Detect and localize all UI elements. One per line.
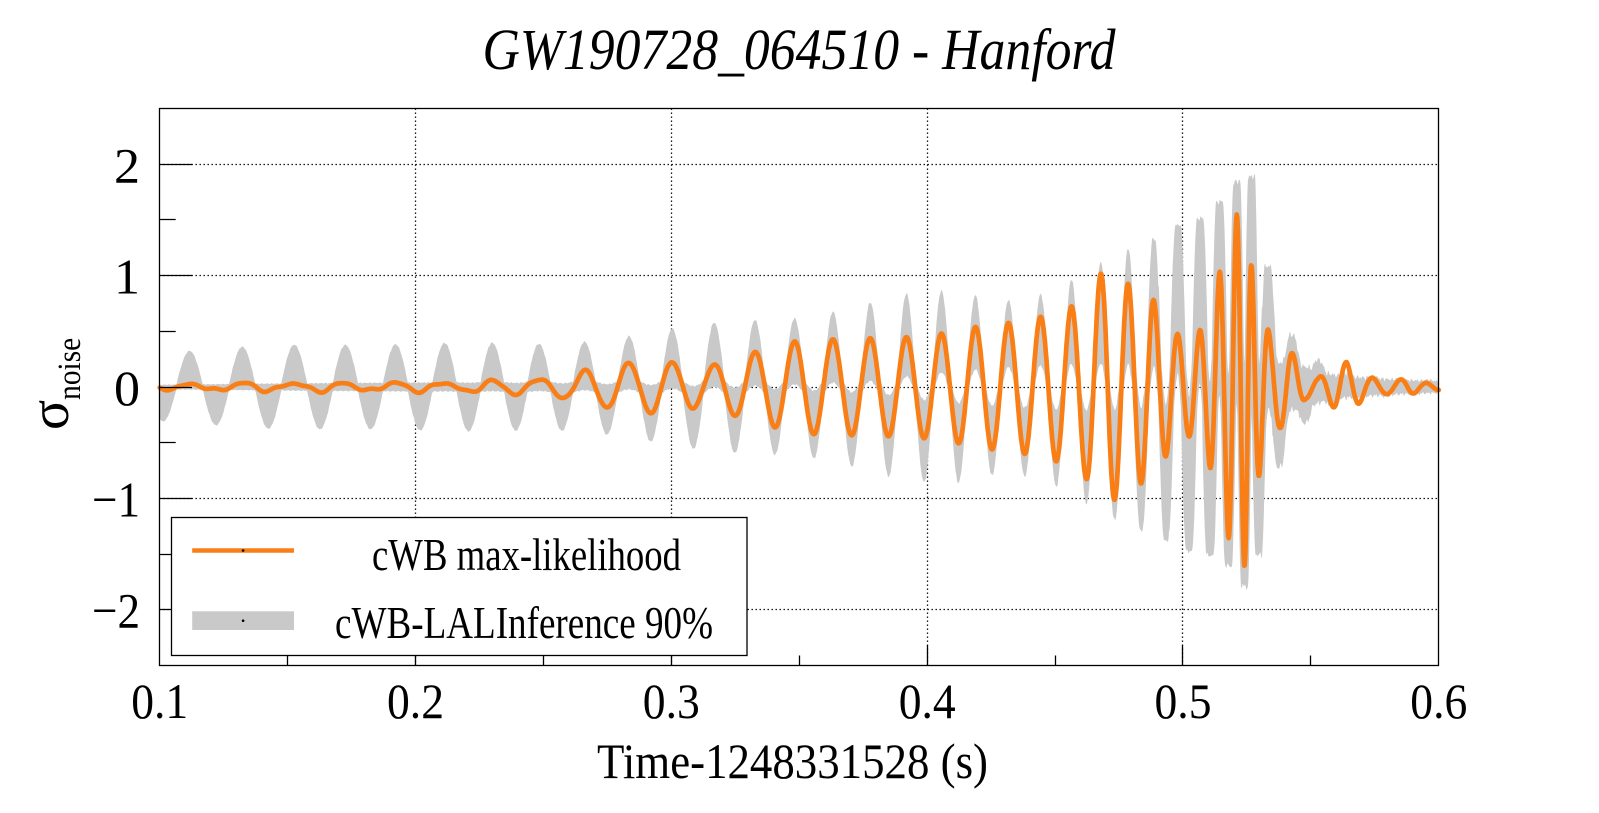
svg-text:0.5: 0.5: [1155, 673, 1212, 729]
svg-text:0.4: 0.4: [899, 673, 956, 729]
svg-text:cWB max-likelihood: cWB max-likelihood: [372, 529, 681, 580]
svg-text:1: 1: [114, 249, 140, 305]
svg-text:0: 0: [114, 360, 140, 416]
svg-text:Time-1248331528 (s): Time-1248331528 (s): [597, 733, 988, 789]
svg-text:−2: −2: [92, 583, 140, 639]
svg-text:0.1: 0.1: [131, 673, 188, 729]
svg-text:0.6: 0.6: [1410, 673, 1467, 729]
svg-text:cWB-LALInference 90%: cWB-LALInference 90%: [335, 597, 713, 648]
svg-text:2: 2: [114, 137, 140, 193]
svg-text:0.3: 0.3: [643, 673, 700, 729]
svg-text:−1: −1: [92, 471, 140, 527]
svg-text:0.2: 0.2: [387, 673, 444, 729]
svg-text:GW190728_064510 - Hanford: GW190728_064510 - Hanford: [483, 17, 1117, 82]
